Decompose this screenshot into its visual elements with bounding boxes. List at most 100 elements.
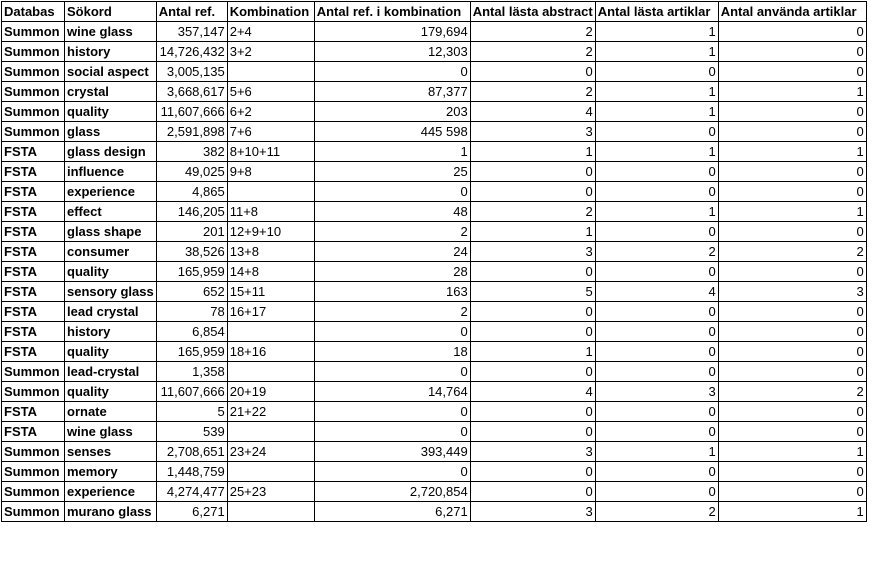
cell-sokord[interactable]: wine glass — [64, 421, 157, 442]
cell-sokord[interactable]: sensory glass — [64, 281, 157, 302]
cell-kombination[interactable] — [226, 421, 315, 442]
cell-sokord[interactable]: senses — [64, 441, 157, 462]
cell-kombination[interactable]: 3+2 — [226, 41, 315, 62]
cell-databas[interactable]: FSTA — [1, 321, 65, 342]
cell-antal-ref-i-kombination[interactable]: 24 — [313, 241, 471, 262]
header-antal-ref-i-kombination[interactable]: Antal ref. i kombination — [313, 1, 471, 22]
cell-antal-lasta-abstract[interactable]: 2 — [469, 41, 596, 62]
cell-antal-lasta-artiklar[interactable]: 0 — [594, 421, 719, 442]
cell-kombination[interactable] — [226, 461, 315, 482]
cell-kombination[interactable]: 2+4 — [226, 21, 315, 42]
cell-antal-ref[interactable]: 6,271 — [155, 501, 228, 522]
cell-antal-anvanda-artiklar[interactable]: 0 — [717, 101, 867, 122]
cell-antal-ref[interactable]: 2,591,898 — [155, 121, 228, 142]
cell-kombination[interactable]: 15+11 — [226, 281, 315, 302]
cell-databas[interactable]: Summon — [1, 81, 65, 102]
cell-antal-ref[interactable]: 11,607,666 — [155, 381, 228, 402]
header-antal-anvanda-artiklar[interactable]: Antal använda artiklar — [717, 1, 867, 22]
cell-antal-ref-i-kombination[interactable]: 2,720,854 — [313, 481, 471, 502]
cell-kombination[interactable]: 20+19 — [226, 381, 315, 402]
cell-databas[interactable]: Summon — [1, 61, 65, 82]
cell-antal-lasta-artiklar[interactable]: 0 — [594, 121, 719, 142]
cell-databas[interactable]: Summon — [1, 441, 65, 462]
cell-antal-lasta-abstract[interactable]: 0 — [469, 321, 596, 342]
cell-kombination[interactable]: 5+6 — [226, 81, 315, 102]
cell-antal-anvanda-artiklar[interactable]: 0 — [717, 41, 867, 62]
cell-antal-anvanda-artiklar[interactable]: 0 — [717, 21, 867, 42]
cell-antal-anvanda-artiklar[interactable]: 0 — [717, 61, 867, 82]
cell-antal-ref-i-kombination[interactable]: 0 — [313, 421, 471, 442]
cell-antal-ref-i-kombination[interactable]: 1 — [313, 141, 471, 162]
cell-databas[interactable]: Summon — [1, 461, 65, 482]
cell-kombination[interactable]: 12+9+10 — [226, 221, 315, 242]
cell-sokord[interactable]: glass shape — [64, 221, 157, 242]
cell-antal-lasta-artiklar[interactable]: 1 — [594, 101, 719, 122]
cell-antal-ref[interactable]: 165,959 — [155, 261, 228, 282]
cell-antal-anvanda-artiklar[interactable]: 0 — [717, 421, 867, 442]
cell-databas[interactable]: Summon — [1, 21, 65, 42]
cell-antal-ref-i-kombination[interactable]: 6,271 — [313, 501, 471, 522]
cell-antal-ref[interactable]: 1,448,759 — [155, 461, 228, 482]
cell-databas[interactable]: FSTA — [1, 341, 65, 362]
cell-antal-lasta-abstract[interactable]: 0 — [469, 301, 596, 322]
cell-databas[interactable]: Summon — [1, 361, 65, 382]
cell-antal-anvanda-artiklar[interactable]: 1 — [717, 501, 867, 522]
header-kombination[interactable]: Kombination — [226, 1, 315, 22]
cell-kombination[interactable] — [226, 361, 315, 382]
cell-antal-anvanda-artiklar[interactable]: 0 — [717, 341, 867, 362]
header-antal-ref[interactable]: Antal ref. — [155, 1, 228, 22]
cell-sokord[interactable]: murano glass — [64, 501, 157, 522]
cell-antal-anvanda-artiklar[interactable]: 0 — [717, 181, 867, 202]
cell-kombination[interactable] — [226, 501, 315, 522]
cell-antal-lasta-abstract[interactable]: 0 — [469, 461, 596, 482]
cell-antal-ref[interactable]: 539 — [155, 421, 228, 442]
cell-antal-lasta-artiklar[interactable]: 4 — [594, 281, 719, 302]
cell-kombination[interactable]: 21+22 — [226, 401, 315, 422]
cell-antal-lasta-artiklar[interactable]: 3 — [594, 381, 719, 402]
cell-antal-lasta-artiklar[interactable]: 0 — [594, 301, 719, 322]
cell-sokord[interactable]: social aspect — [64, 61, 157, 82]
cell-antal-lasta-abstract[interactable]: 4 — [469, 101, 596, 122]
cell-databas[interactable]: FSTA — [1, 241, 65, 262]
cell-kombination[interactable]: 16+17 — [226, 301, 315, 322]
cell-antal-anvanda-artiklar[interactable]: 1 — [717, 441, 867, 462]
cell-antal-lasta-abstract[interactable]: 4 — [469, 381, 596, 402]
cell-antal-lasta-artiklar[interactable]: 0 — [594, 401, 719, 422]
cell-antal-lasta-artiklar[interactable]: 1 — [594, 141, 719, 162]
cell-antal-ref[interactable]: 1,358 — [155, 361, 228, 382]
cell-antal-anvanda-artiklar[interactable]: 2 — [717, 241, 867, 262]
cell-antal-ref-i-kombination[interactable]: 0 — [313, 61, 471, 82]
cell-antal-ref-i-kombination[interactable]: 2 — [313, 221, 471, 242]
cell-antal-anvanda-artiklar[interactable]: 0 — [717, 481, 867, 502]
cell-antal-anvanda-artiklar[interactable]: 0 — [717, 161, 867, 182]
cell-kombination[interactable] — [226, 61, 315, 82]
cell-antal-anvanda-artiklar[interactable]: 0 — [717, 221, 867, 242]
cell-antal-ref-i-kombination[interactable]: 0 — [313, 181, 471, 202]
cell-antal-ref[interactable]: 3,668,617 — [155, 81, 228, 102]
cell-antal-ref-i-kombination[interactable]: 28 — [313, 261, 471, 282]
header-antal-lasta-artiklar[interactable]: Antal lästa artiklar — [594, 1, 719, 22]
cell-antal-ref[interactable]: 38,526 — [155, 241, 228, 262]
cell-antal-ref-i-kombination[interactable]: 87,377 — [313, 81, 471, 102]
cell-sokord[interactable]: glass design — [64, 141, 157, 162]
cell-antal-ref[interactable]: 357,147 — [155, 21, 228, 42]
cell-antal-lasta-artiklar[interactable]: 1 — [594, 21, 719, 42]
cell-antal-ref-i-kombination[interactable]: 203 — [313, 101, 471, 122]
cell-antal-ref-i-kombination[interactable]: 393,449 — [313, 441, 471, 462]
header-antal-lasta-abstract[interactable]: Antal lästa abstract — [469, 1, 596, 22]
cell-antal-anvanda-artiklar[interactable]: 1 — [717, 201, 867, 222]
cell-antal-lasta-abstract[interactable]: 3 — [469, 441, 596, 462]
cell-kombination[interactable]: 14+8 — [226, 261, 315, 282]
cell-databas[interactable]: FSTA — [1, 201, 65, 222]
cell-sokord[interactable]: glass — [64, 121, 157, 142]
cell-sokord[interactable]: experience — [64, 181, 157, 202]
cell-antal-ref[interactable]: 4,865 — [155, 181, 228, 202]
cell-databas[interactable]: FSTA — [1, 421, 65, 442]
cell-antal-lasta-artiklar[interactable]: 0 — [594, 161, 719, 182]
cell-databas[interactable]: FSTA — [1, 161, 65, 182]
cell-antal-lasta-abstract[interactable]: 2 — [469, 81, 596, 102]
cell-antal-anvanda-artiklar[interactable]: 1 — [717, 141, 867, 162]
cell-databas[interactable]: FSTA — [1, 181, 65, 202]
cell-antal-lasta-artiklar[interactable]: 0 — [594, 221, 719, 242]
cell-sokord[interactable]: effect — [64, 201, 157, 222]
